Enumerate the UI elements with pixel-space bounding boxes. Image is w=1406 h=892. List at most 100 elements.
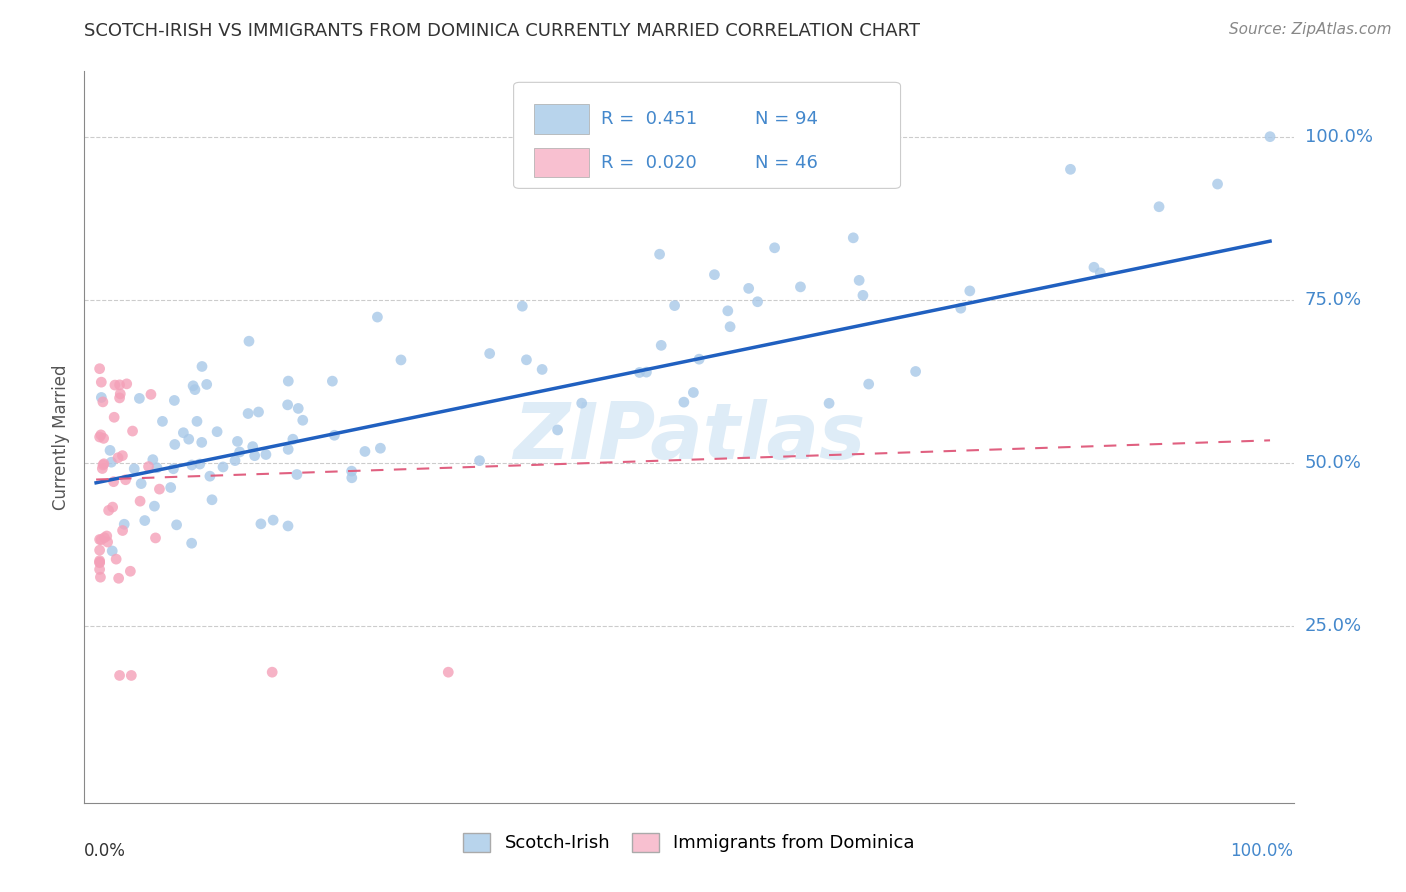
Point [688,352,710,367]
Point [243,449,266,463]
Point [277,398,299,412]
Point [129,494,152,508]
Point [162,461,184,475]
Point [1090,266,1112,280]
Point [103,475,125,489]
Point [650,338,672,352]
Point [107,571,129,585]
Legend: Scotch-Irish, Immigrants from Dominica: Scotch-Irish, Immigrants from Dominica [456,826,922,860]
Point [228,445,250,459]
Point [571,396,593,410]
Point [858,377,880,392]
Point [1083,260,1105,275]
Point [285,467,308,482]
Point [93,431,115,445]
Bar [534,104,589,134]
Point [114,473,136,487]
Point [321,374,343,388]
Point [190,435,212,450]
Point [93,457,115,471]
Text: SCOTCH-IRISH VS IMMIGRANTS FROM DOMINICA CURRENTLY MARRIED CORRELATION CHART: SCOTCH-IRISH VS IMMIGRANTS FROM DOMINICA… [84,22,921,40]
Point [105,552,128,566]
Point [818,396,841,410]
Text: ZIPatlas: ZIPatlas [513,399,865,475]
Point [145,531,167,545]
Point [107,450,129,465]
Point [89,533,111,547]
Point [1059,162,1081,177]
Point [143,499,166,513]
Y-axis label: Currently Married: Currently Married [52,364,70,510]
Text: 0.0%: 0.0% [84,842,127,860]
Point [111,449,134,463]
Point [115,376,138,391]
Text: 50.0%: 50.0% [1305,454,1361,472]
Point [98,443,121,458]
Text: 25.0%: 25.0% [1305,617,1362,635]
Point [111,524,134,538]
Text: R =  0.451: R = 0.451 [600,110,697,128]
Point [134,514,156,528]
Point [205,425,228,439]
Point [186,414,208,428]
Point [277,442,299,457]
Point [152,414,174,428]
Point [949,301,972,316]
Point [370,441,392,455]
Point [747,294,769,309]
Point [959,284,981,298]
Point [129,476,152,491]
Point [89,562,111,576]
Point [91,458,114,472]
Point [212,460,235,475]
Point [478,346,501,360]
Point [247,405,270,419]
Point [904,364,927,378]
Point [104,378,127,392]
Bar [534,148,589,178]
Point [636,365,658,379]
Point [287,401,309,416]
Point [120,564,142,578]
Point [148,482,170,496]
Point [201,492,224,507]
Point [703,268,725,282]
Point [180,458,202,472]
Text: 100.0%: 100.0% [1230,842,1294,860]
Point [277,374,299,388]
Text: Source: ZipAtlas.com: Source: ZipAtlas.com [1229,22,1392,37]
Point [172,425,194,440]
Text: R =  0.020: R = 0.020 [600,153,696,172]
Point [437,665,460,680]
Point [89,556,111,570]
Point [188,457,211,471]
Point [100,455,122,469]
Point [146,460,169,475]
Point [180,536,202,550]
Point [1206,177,1229,191]
Point [181,379,204,393]
Point [91,461,114,475]
Point [468,453,491,467]
Point [90,533,112,547]
Point [195,377,218,392]
Point [103,410,125,425]
Point [763,241,786,255]
Point [323,428,346,442]
Point [166,517,188,532]
Point [852,288,875,302]
Point [198,469,221,483]
Text: N = 46: N = 46 [755,153,818,172]
Text: 100.0%: 100.0% [1305,128,1372,145]
Point [89,555,111,569]
Point [737,281,759,295]
Point [628,366,651,380]
Text: N = 94: N = 94 [755,110,818,128]
Point [128,392,150,406]
Point [97,503,120,517]
Point [89,430,111,444]
Point [90,375,112,389]
Point [89,570,111,584]
Point [101,544,124,558]
Point [112,517,135,532]
